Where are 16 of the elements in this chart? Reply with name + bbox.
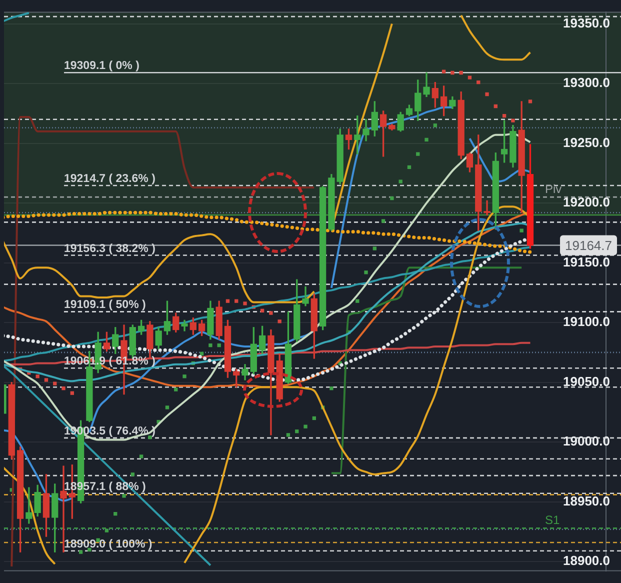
y-tick-label: 19050.0 — [563, 374, 610, 389]
ref-line-label: 19214.7 ( 23.6% ) — [64, 172, 156, 185]
y-tick-label: 18950.0 — [563, 493, 610, 508]
y-tick-label: 19200.0 — [563, 194, 610, 210]
y-tick-label: 19300.0 — [563, 75, 610, 90]
ref-line-label: 19309.1 ( 0% ) — [64, 60, 140, 72]
annotation: 19164.7 — [565, 238, 612, 253]
y-tick-label: 19100.0 — [563, 314, 610, 330]
annotation: S1 — [545, 513, 560, 528]
ref-line-label: 19109.1 ( 50% ) — [64, 299, 146, 312]
annotation: Piv — [545, 182, 562, 196]
y-tick-label: 19150.0 — [563, 254, 610, 270]
y-tick-label: 18900.0 — [563, 553, 610, 568]
y-tick-label: 19350.0 — [563, 15, 610, 30]
y-tick-label: 19250.0 — [563, 134, 610, 150]
ref-line-label: 19156.3 ( 38.2% ) — [64, 242, 156, 255]
